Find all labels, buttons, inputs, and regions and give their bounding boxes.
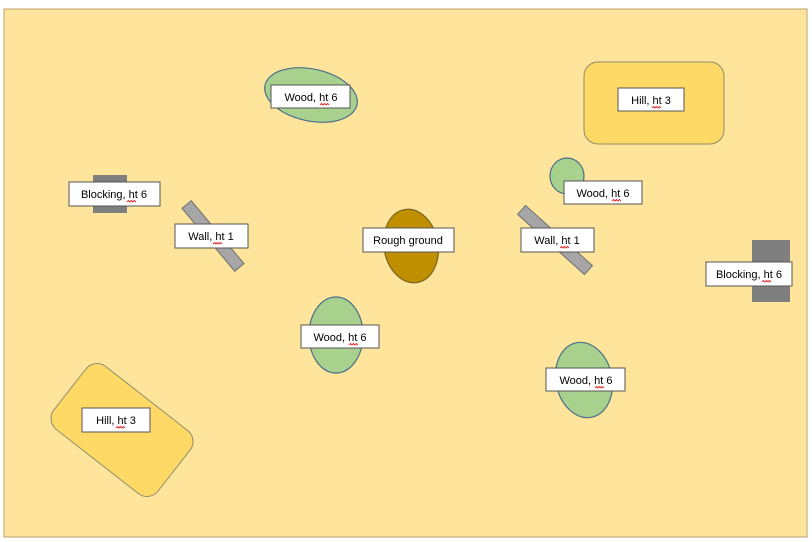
label-wood-bottom-right-text: Wood, ht 6 [560, 375, 613, 387]
label-rough-ground-text: Rough ground [373, 235, 443, 247]
label-hill-top-right-text: Hill, ht 3 [631, 95, 671, 107]
label-rough-ground: Rough ground [362, 227, 455, 253]
label-wall-right-text: Wall, ht 1 [534, 235, 579, 247]
label-wood-right-text: Wood, ht 6 [577, 188, 630, 200]
label-wood-center: Wood, ht 6 [300, 324, 380, 349]
label-wood-bottom-right: Wood, ht 6 [545, 367, 626, 392]
label-wood-right: Wood, ht 6 [563, 180, 643, 205]
label-hill-bottom-left: Hill, ht 3 [81, 407, 151, 433]
label-wall-left: Wall, ht 1 [174, 223, 249, 249]
label-wall-right: Wall, ht 1 [520, 227, 595, 253]
label-wood-center-text: Wood, ht 6 [314, 332, 367, 344]
label-wall-left-text: Wall, ht 1 [188, 231, 233, 243]
label-blocking-right: Blocking, ht 6 [705, 261, 793, 287]
label-wood-top-center: Wood, ht 6 [270, 84, 351, 109]
label-wood-top-center-text: Wood, ht 6 [285, 92, 338, 104]
label-hill-bottom-left-text: Hill, ht 3 [96, 415, 136, 427]
label-blocking-right-text: Blocking, ht 6 [716, 269, 782, 281]
label-blocking-left-text: Blocking, ht 6 [81, 189, 147, 201]
label-blocking-left: Blocking, ht 6 [68, 181, 161, 207]
label-hill-top-right: Hill, ht 3 [617, 87, 685, 112]
